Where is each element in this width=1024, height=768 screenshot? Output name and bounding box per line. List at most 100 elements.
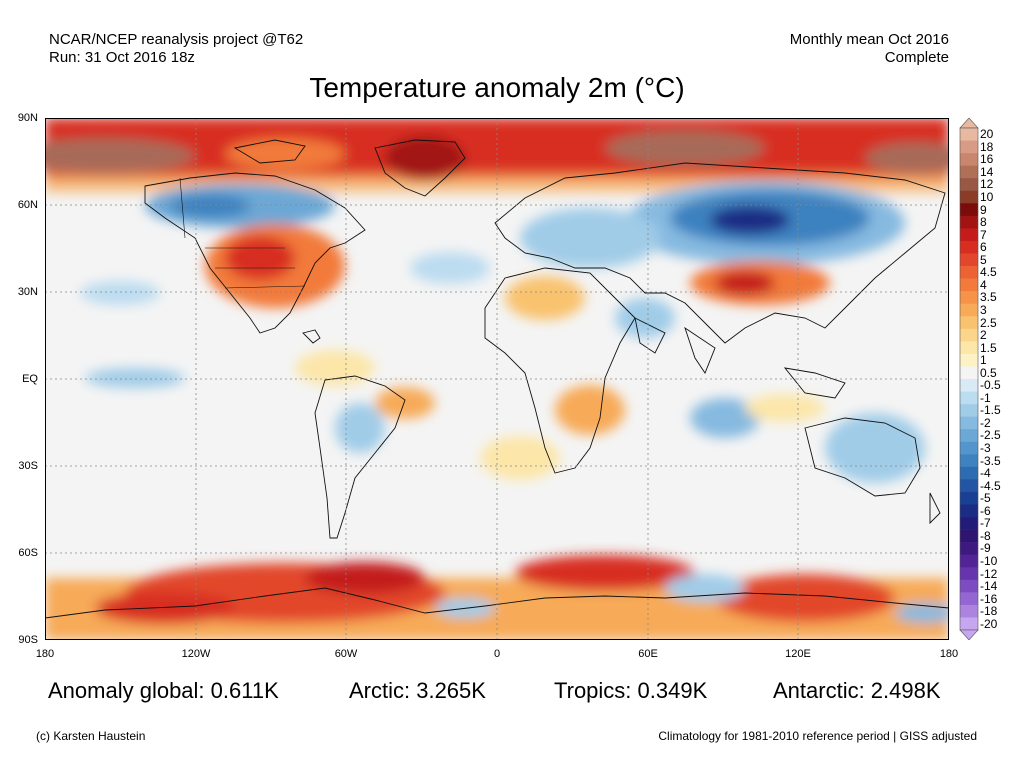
colorbar-swatch [960, 140, 978, 154]
colorbar-tick-label: -5 [980, 491, 991, 506]
anomaly-antarctic: Antarctic: 2.498K [773, 678, 941, 703]
colorbar-swatch [960, 215, 978, 229]
colorbar-tick-label: -0.5 [980, 378, 1001, 393]
colorbar-tick-label: -20 [980, 616, 998, 631]
lat-label-60s: 60S [18, 547, 38, 559]
colorbar-tick-label: 2 [980, 328, 987, 343]
colorbar-tick-label: 3.5 [980, 290, 997, 305]
period-label: Monthly mean Oct 2016 [789, 31, 949, 48]
anomaly-tropics: Tropics: 0.349K [554, 678, 708, 703]
colorbar-tick-label: -8 [980, 528, 991, 543]
lat-label-60n: 60N [17, 199, 38, 211]
colorbar-swatch [960, 328, 978, 342]
colorbar-swatch [960, 165, 978, 179]
run-label: Run: 31 Oct 2016 18z [49, 49, 195, 66]
colorbar-max-arrow [959, 118, 979, 129]
colorbar-swatch [960, 253, 978, 267]
colorbar-tick-label: -1 [980, 390, 991, 405]
lon-label-180w: 180 [35, 648, 55, 660]
colorbar-tick-label: 2.5 [980, 315, 997, 330]
colorbar-swatch [960, 529, 978, 543]
anomaly-arctic: Arctic: 3.265K [349, 678, 486, 703]
colorbar-swatch [960, 153, 978, 166]
colorbar-tick-label: -2 [980, 415, 991, 430]
colorbar-tick-label: -16 [980, 591, 998, 606]
colorbar-tick-label: 14 [980, 164, 994, 179]
map-title: Temperature anomaly 2m (°C) [309, 72, 685, 103]
lat-label-90s: 90S [18, 634, 38, 646]
map-frame [45, 118, 949, 640]
lon-label-60w: 60W [334, 648, 358, 660]
colorbar-swatch [960, 504, 978, 518]
colorbar-tick-label: -18 [980, 604, 998, 619]
colorbar-tick-label: -4.5 [980, 478, 1001, 493]
colorbar-swatch [960, 203, 978, 217]
lon-label-180e: 180 [939, 648, 959, 660]
colorbar-tick-label: -14 [980, 579, 998, 594]
colorbar-swatch [960, 316, 978, 330]
colorbar-swatch [960, 303, 978, 317]
colorbar-tick-label: 0.5 [980, 365, 997, 380]
colorbar-tick-label: -9 [980, 541, 991, 556]
lon-label-120e: 120E [785, 648, 811, 660]
lat-label-30s: 30S [18, 460, 38, 472]
colorbar-tick-label: 16 [980, 152, 994, 167]
colorbar-tick-label: 10 [980, 190, 994, 205]
colorbar-swatch [960, 579, 978, 593]
colorbar-tick-label: -2.5 [980, 428, 1001, 443]
colorbar-swatch [960, 554, 978, 568]
colorbar-swatch [960, 291, 978, 304]
colorbar [959, 118, 979, 640]
colorbar-tick-label: -3.5 [980, 453, 1001, 468]
credit-label: (c) Karsten Haustein [36, 729, 146, 743]
colorbar-tick-label: 5 [980, 252, 987, 267]
colorbar-swatch [960, 491, 978, 505]
colorbar-swatch [960, 353, 978, 367]
colorbar-swatch [960, 341, 978, 355]
colorbar-swatch [960, 466, 978, 480]
colorbar-swatch [960, 441, 978, 455]
colorbar-tick-label: 4.5 [980, 265, 997, 280]
colorbar-tick-label: 9 [980, 202, 987, 217]
lon-label-120w: 120W [181, 648, 211, 660]
status-label: Complete [884, 49, 949, 66]
colorbar-tick-label: -7 [980, 516, 991, 531]
source-label: NCAR/NCEP reanalysis project @T62 [49, 31, 304, 48]
colorbar-swatch [960, 617, 978, 631]
colorbar-swatch [960, 517, 978, 530]
colorbar-tick-label: -4 [980, 466, 991, 481]
colorbar-swatch [960, 240, 978, 254]
colorbar-swatch [960, 178, 978, 192]
climatology-note: Climatology for 1981-2010 reference peri… [658, 729, 977, 743]
lat-label-30n: 30N [17, 286, 38, 298]
lon-label-60e: 60E [638, 648, 658, 660]
colorbar-tick-label: 3 [980, 302, 987, 317]
colorbar-tick-label: 8 [980, 215, 987, 230]
colorbar-swatch [960, 404, 978, 417]
colorbar-swatch [960, 454, 978, 468]
colorbar-swatch [960, 128, 978, 141]
colorbar-tick-label: 4 [980, 277, 987, 292]
colorbar-tick-label: -6 [980, 503, 991, 518]
colorbar-tick-label: 18 [980, 139, 994, 154]
colorbar-tick-label: -10 [980, 553, 998, 568]
lon-label-0: 0 [493, 648, 501, 660]
graticule [45, 118, 949, 640]
lat-label-90n: 90N [17, 112, 38, 124]
colorbar-swatch [960, 190, 978, 204]
colorbar-tick-label: 20 [980, 127, 994, 142]
colorbar-tick-label: 1 [980, 353, 987, 368]
colorbar-swatch [960, 228, 978, 242]
colorbar-swatch [960, 479, 978, 493]
colorbar-swatch [960, 604, 978, 618]
colorbar-swatch [960, 542, 978, 555]
colorbar-swatch [960, 567, 978, 581]
lat-label-eq: EQ [22, 373, 38, 385]
colorbar-swatch [960, 379, 978, 392]
colorbar-swatch [960, 592, 978, 606]
colorbar-tick-label: -1.5 [980, 403, 1001, 418]
colorbar-tick-label: -12 [980, 566, 998, 581]
colorbar-tick-label: 1.5 [980, 340, 997, 355]
anomaly-global: Anomaly global: 0.611K [48, 678, 279, 703]
colorbar-swatch [960, 391, 978, 405]
